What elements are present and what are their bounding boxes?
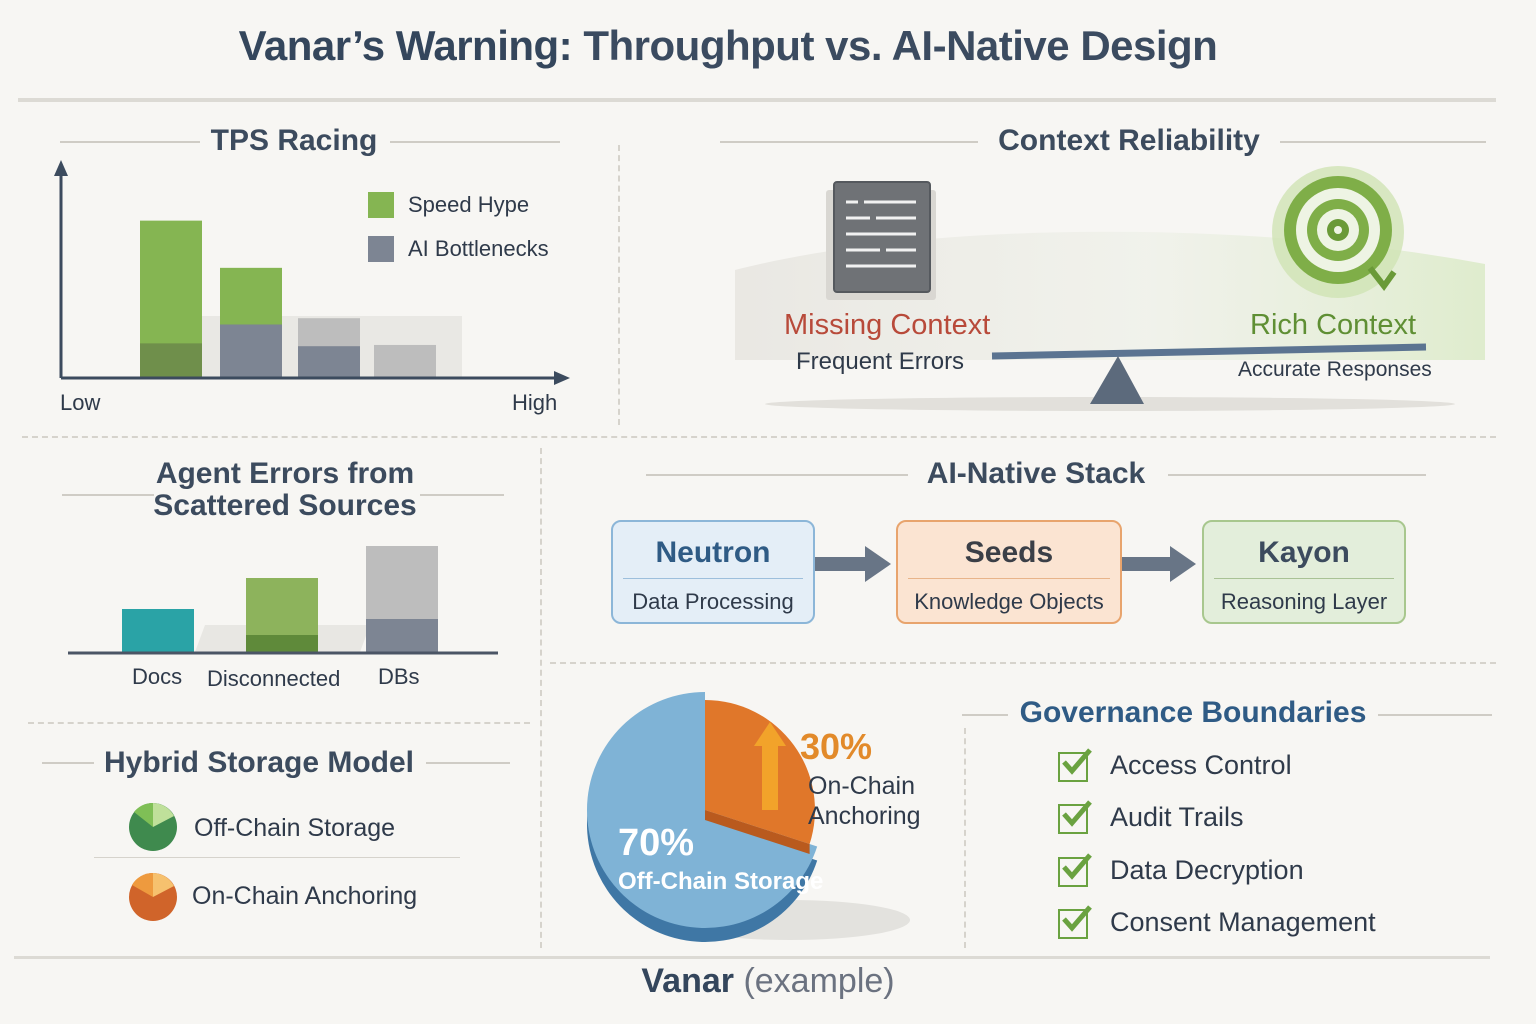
page-title: Vanar’s Warning: Throughput vs. AI-Nativ… <box>0 22 1456 70</box>
stack-box-seeds: Seeds Knowledge Objects <box>896 520 1122 624</box>
pie-arrow-shaft <box>762 742 778 810</box>
legend-swatch-speed-hype <box>368 192 394 218</box>
hybrid-title-line-left <box>42 762 94 764</box>
checkbox-checked-icon <box>1058 853 1092 887</box>
stack-kayon-desc: Reasoning Layer <box>1220 589 1388 614</box>
missing-context-label: Missing Context <box>784 309 991 341</box>
on-chain-pie-icon <box>129 872 177 921</box>
hybrid-divider <box>94 857 460 858</box>
governance-item: Consent Management <box>1110 907 1376 937</box>
stack-neutron-name: Neutron <box>655 536 771 569</box>
seesaw-fulcrum <box>1090 356 1144 404</box>
agent-title-line-left <box>62 494 154 496</box>
seesaw-beam <box>991 343 1427 360</box>
rich-context-label: Rich Context <box>1250 309 1417 341</box>
tps-title-line-left <box>60 141 200 143</box>
agent-label-dbs: DBs <box>378 664 420 689</box>
legend-swatch-ai-bottlenecks <box>368 236 394 262</box>
tps-bar-ai-bottleneck <box>220 324 282 378</box>
rich-context-sub: Accurate Responses <box>1238 358 1432 381</box>
tps-title: TPS Racing <box>210 124 378 157</box>
context-title-line-left <box>720 141 978 143</box>
tps-chart <box>54 160 570 385</box>
pie-on-label-2: Anchoring <box>808 802 921 830</box>
pie-on-label-1: On-Chain <box>808 772 915 800</box>
legend-label-ai-bottlenecks: AI Bottlenecks <box>408 236 549 261</box>
agent-label-disconnected: Disconnected <box>207 666 341 691</box>
hybrid-title-line-right <box>426 762 510 764</box>
stack-seeds-desc: Knowledge Objects <box>914 589 1104 614</box>
tps-bar-ai-bottleneck <box>298 346 360 378</box>
divider-left-horizontal <box>28 722 530 724</box>
legend-label-speed-hype: Speed Hype <box>408 192 530 217</box>
divider-mid-vertical <box>540 448 542 948</box>
divider-top-vertical <box>618 145 620 425</box>
hybrid-title: Hybrid Storage Model <box>103 746 415 779</box>
stack-title: AI-Native Stack <box>926 457 1146 490</box>
gov-title: Governance Boundaries <box>1019 696 1367 729</box>
tps-bar-ai-bottleneck <box>140 343 202 378</box>
footer-note: (example) <box>743 962 895 1000</box>
agent-title-line2: Scattered Sources <box>153 489 417 522</box>
tps-x-high-label: High <box>512 390 558 415</box>
footer-brand: Vanar <box>641 962 734 1000</box>
context-illustration <box>735 166 1485 411</box>
context-title: Context Reliability <box>998 124 1260 157</box>
agent-errors-chart <box>68 546 498 655</box>
agent-title-line1: Agent Errors from <box>155 457 415 490</box>
checkbox-checked-icon <box>1058 748 1092 782</box>
divider-right-horizontal <box>550 662 1496 664</box>
stack-title-line-right <box>1168 474 1426 476</box>
pie-off-label: Off-Chain Storage <box>618 868 824 895</box>
target-icon <box>1272 166 1404 298</box>
tps-bar-ai-bottleneck-light <box>374 344 436 378</box>
checkbox-checked-icon <box>1058 800 1092 834</box>
tps-title-line-right <box>390 141 560 143</box>
hybrid-item-on-chain: On-Chain Anchoring <box>192 882 418 910</box>
governance-item: Audit Trails <box>1110 802 1244 832</box>
title-main: Vanar’s Warning: <box>238 22 573 69</box>
footer-rule <box>14 956 1490 959</box>
gov-title-line-left <box>962 714 1008 716</box>
divider-bottom-vertical <box>964 728 966 948</box>
stack-seeds-name: Seeds <box>964 536 1054 569</box>
pie-slice-on-chain <box>705 700 815 844</box>
title-rest: Throughput vs. AI-Native Design <box>583 22 1218 69</box>
governance-item: Data Decryption <box>1110 855 1304 885</box>
document-icon <box>826 181 936 300</box>
tps-x-low-label: Low <box>60 390 101 415</box>
pie-arrow-head <box>754 722 786 746</box>
off-chain-pie-icon <box>129 802 177 851</box>
stack-box-neutron: Neutron Data Processing <box>611 520 815 624</box>
agent-bar-segment <box>246 635 318 653</box>
agent-label-docs: Docs <box>132 664 183 689</box>
checkbox-checked-icon <box>1058 905 1092 939</box>
agent-title-line-right <box>420 494 504 496</box>
stack-box-kayon: Kayon Reasoning Layer <box>1202 520 1406 624</box>
tps-x-axis-arrow <box>554 371 570 385</box>
pie-slice-off-chain <box>586 692 818 928</box>
hybrid-item-off-chain: Off-Chain Storage <box>194 814 396 842</box>
pie-slice-on-chain-edge <box>705 810 810 854</box>
agent-title: Agent Errors from Scattered Sources <box>150 458 420 522</box>
tps-y-axis-arrow <box>54 160 68 176</box>
footer: Vanar (example) <box>0 962 1536 1001</box>
missing-context-sub: Frequent Errors <box>796 348 965 375</box>
stack-kayon-name: Kayon <box>1258 536 1350 569</box>
governance-item: Access Control <box>1110 750 1292 780</box>
stack-neutron-desc: Data Processing <box>632 589 794 614</box>
agent-bar-segment <box>366 619 438 653</box>
arrow-neutron-to-seeds-icon <box>815 546 891 582</box>
agent-bar <box>122 609 194 653</box>
storage-pie-chart <box>586 692 910 942</box>
stack-title-line-left <box>646 474 908 476</box>
context-title-line-right <box>1280 141 1486 143</box>
pie-on-pct: 30% <box>800 726 873 767</box>
pie-off-pct: 70% <box>618 822 695 864</box>
title-rule <box>18 98 1496 102</box>
arrow-seeds-to-kayon-icon <box>1122 546 1196 582</box>
divider-mid-horizontal <box>22 436 1496 438</box>
gov-title-line-right <box>1378 714 1492 716</box>
